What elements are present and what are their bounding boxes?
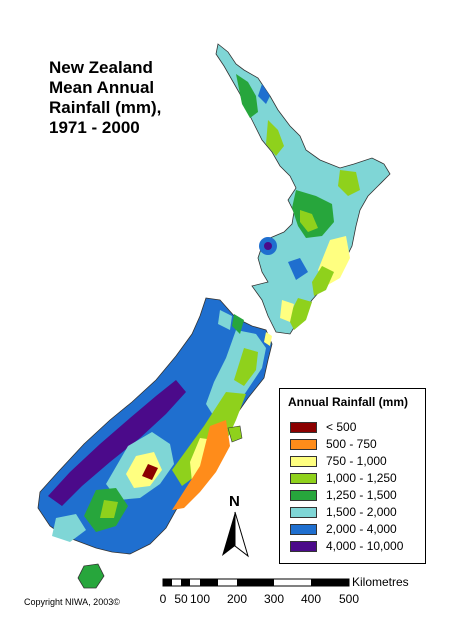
legend-swatch [290, 489, 317, 501]
scale-unit-label: Kilometres [352, 575, 409, 589]
legend-swatch [290, 472, 317, 484]
legend-item: 1,250 - 1,500 [290, 488, 397, 502]
legend-label: < 500 [326, 420, 357, 434]
scale-tick-label: 400 [300, 592, 322, 606]
north-island [215, 43, 391, 335]
scale-tick-label: 50 [174, 592, 188, 606]
title-line: 1971 - 2000 [49, 118, 140, 137]
legend-swatch [290, 421, 317, 433]
scale-tick-label: 500 [338, 592, 360, 606]
stewart-island [77, 563, 105, 589]
south-island [37, 297, 273, 555]
legend-label: 4,000 - 10,000 [326, 539, 404, 553]
legend-item: 750 - 1,000 [290, 454, 387, 468]
legend-label: 750 - 1,000 [326, 454, 387, 468]
scale-tick-label: 200 [226, 592, 248, 606]
legend-title: Annual Rainfall (mm) [288, 395, 409, 409]
legend-swatch [290, 438, 317, 450]
title-line: Rainfall (mm), [49, 98, 162, 117]
scale-bar [162, 578, 350, 587]
north-arrow [222, 511, 249, 558]
legend-label: 1,250 - 1,500 [326, 488, 397, 502]
title-line: Mean Annual [49, 78, 155, 97]
scale-tick-label: 300 [263, 592, 285, 606]
copyright-text: Copyright NIWA, 2003© [24, 597, 120, 607]
legend-swatch [290, 523, 317, 535]
legend-label: 1,000 - 1,250 [326, 471, 397, 485]
legend-item: 1,000 - 1,250 [290, 471, 397, 485]
scale-tick-label: 100 [189, 592, 211, 606]
scale-tick-label: 0 [159, 592, 167, 606]
legend-label: 2,000 - 4,000 [326, 522, 397, 536]
legend-label: 500 - 750 [326, 437, 377, 451]
legend-item: 1,500 - 2,000 [290, 505, 397, 519]
legend-label: 1,500 - 2,000 [326, 505, 397, 519]
map-title: New Zealand Mean Annual Rainfall (mm), 1… [49, 58, 239, 138]
legend-item: 2,000 - 4,000 [290, 522, 397, 536]
legend: Annual Rainfall (mm) < 500 500 - 750 750… [279, 388, 426, 564]
legend-item: 4,000 - 10,000 [290, 539, 403, 553]
north-label: N [229, 493, 240, 510]
legend-item: < 500 [290, 420, 356, 434]
legend-swatch [290, 540, 317, 552]
legend-item: 500 - 750 [290, 437, 377, 451]
banks-peninsula [227, 425, 243, 443]
legend-swatch [290, 455, 317, 467]
legend-swatch [290, 506, 317, 518]
title-line: New Zealand [49, 58, 153, 77]
